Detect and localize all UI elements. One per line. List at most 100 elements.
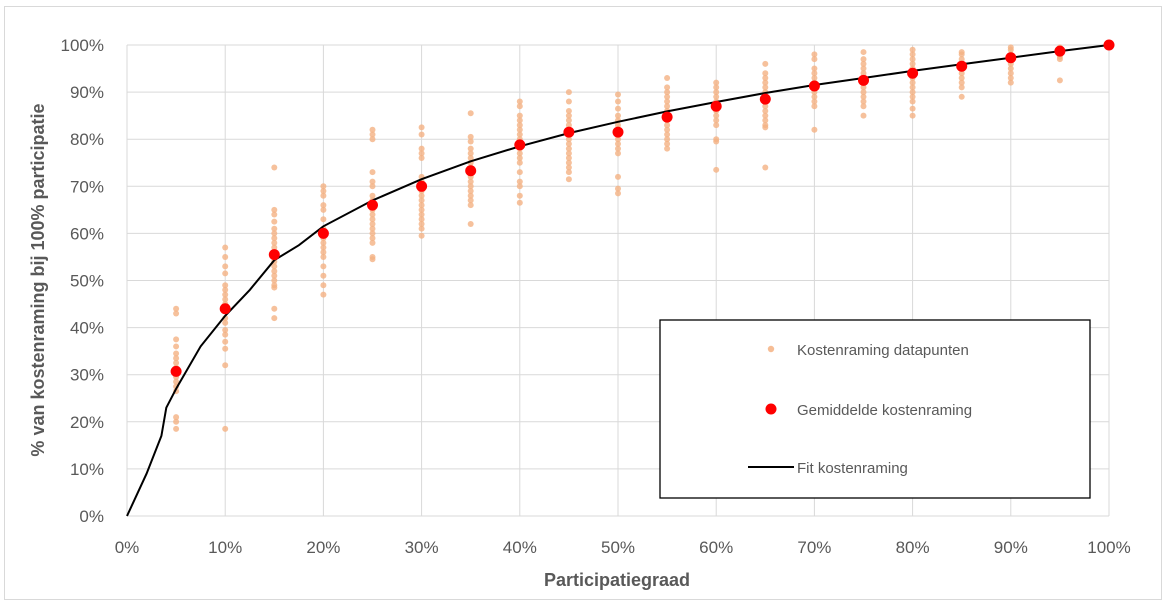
raw-data-point (369, 256, 376, 263)
raw-data-point (173, 414, 180, 421)
raw-data-point (369, 235, 376, 242)
raw-data-point (615, 173, 621, 180)
raw-data-point (958, 79, 965, 86)
raw-data-point (418, 202, 425, 209)
y-tick-label: 0% (79, 507, 104, 526)
raw-data-point (860, 84, 867, 91)
raw-data-point (615, 145, 621, 152)
mean-point (612, 126, 624, 138)
raw-data-point (418, 225, 425, 232)
raw-data-point (222, 296, 229, 303)
raw-data-point (320, 192, 327, 199)
raw-data-point (565, 136, 572, 143)
mean-point (759, 93, 771, 105)
raw-data-point (909, 93, 916, 100)
raw-data-point (811, 93, 818, 100)
raw-data-point (565, 98, 572, 105)
raw-data-point (909, 89, 916, 96)
raw-data-point (565, 159, 572, 166)
raw-data-point (418, 131, 425, 138)
mean-point (858, 74, 869, 86)
raw-data-point (418, 150, 425, 157)
raw-data-point (958, 51, 965, 58)
raw-data-point (418, 220, 425, 227)
raw-data-point (369, 126, 376, 133)
raw-data-point (664, 74, 671, 81)
raw-data-point (320, 183, 327, 190)
mean-point (808, 80, 820, 92)
legend: Kostenraming datapunten Gemiddelde koste… (659, 319, 1091, 499)
raw-data-point (615, 190, 621, 197)
raw-data-point (516, 126, 523, 133)
y-tick-labels: 0% 10% 20% 30% 40% 50% 60% 70% 80% 90% 100% (61, 36, 104, 526)
raw-data-point (320, 244, 327, 251)
raw-data-point (271, 211, 278, 218)
legend-box (659, 319, 1091, 499)
raw-data-point (762, 107, 769, 114)
raw-data-point (320, 272, 327, 279)
raw-data-point (664, 126, 671, 133)
raw-data-point (467, 188, 474, 195)
raw-data-point (713, 112, 720, 119)
raw-data-point (615, 91, 621, 98)
raw-data-point (762, 70, 769, 77)
raw-data-point (811, 74, 818, 81)
x-tick-label: 10% (208, 538, 242, 557)
mean-point (956, 60, 968, 72)
legend-marker-raw (767, 345, 775, 353)
raw-data-point (369, 169, 376, 176)
raw-data-point (664, 103, 671, 110)
raw-data-point (271, 272, 278, 279)
raw-data-point (173, 378, 180, 385)
raw-data-point (467, 178, 474, 185)
raw-data-point (762, 117, 769, 124)
raw-data-point (418, 155, 425, 162)
x-tick-label: 50% (601, 538, 635, 557)
raw-data-point (222, 291, 229, 298)
raw-data-point (271, 239, 278, 246)
raw-data-point (811, 126, 818, 133)
y-tick-label: 80% (70, 130, 104, 149)
raw-data-point (615, 112, 621, 119)
raw-data-point (762, 60, 769, 67)
raw-data-point (418, 145, 425, 152)
legend-label-raw: Kostenraming datapunten (797, 342, 969, 359)
legend-marker-mean (765, 403, 777, 415)
raw-data-point (615, 136, 621, 143)
x-tick-label: 90% (994, 538, 1028, 557)
raw-data-point (565, 140, 572, 147)
raw-data-point (173, 359, 180, 366)
raw-data-point (565, 145, 572, 152)
mean-point (367, 199, 378, 211)
raw-data-point (516, 159, 523, 166)
raw-data-point (664, 140, 671, 147)
x-tick-label: 70% (797, 538, 831, 557)
raw-data-point (320, 291, 327, 298)
raw-data-point (762, 124, 769, 131)
raw-data-point (664, 131, 671, 138)
raw-data-point (762, 79, 769, 86)
raw-data-point (713, 122, 720, 129)
raw-data-point (222, 425, 229, 432)
raw-data-point (222, 286, 229, 293)
raw-data-point (713, 89, 720, 96)
y-tick-label: 30% (70, 366, 104, 385)
raw-data-point (173, 350, 180, 357)
raw-data-point (516, 183, 523, 190)
raw-data-point (418, 232, 425, 239)
raw-data-point (271, 305, 278, 312)
raw-data-point (860, 98, 867, 105)
raw-data-point (565, 107, 572, 114)
y-tick-label: 70% (70, 177, 104, 196)
fit-line-group (126, 44, 1110, 517)
raw-data-point (664, 136, 671, 143)
raw-data-point (713, 138, 720, 145)
raw-data-point (271, 230, 278, 237)
raw-data-point (369, 183, 376, 190)
raw-data-point (222, 253, 229, 260)
raw-data-point (615, 140, 621, 147)
raw-data-point (320, 216, 327, 223)
raw-data-point (369, 192, 376, 199)
y-tick-label: 20% (70, 413, 104, 432)
raw-data-point (762, 84, 769, 91)
